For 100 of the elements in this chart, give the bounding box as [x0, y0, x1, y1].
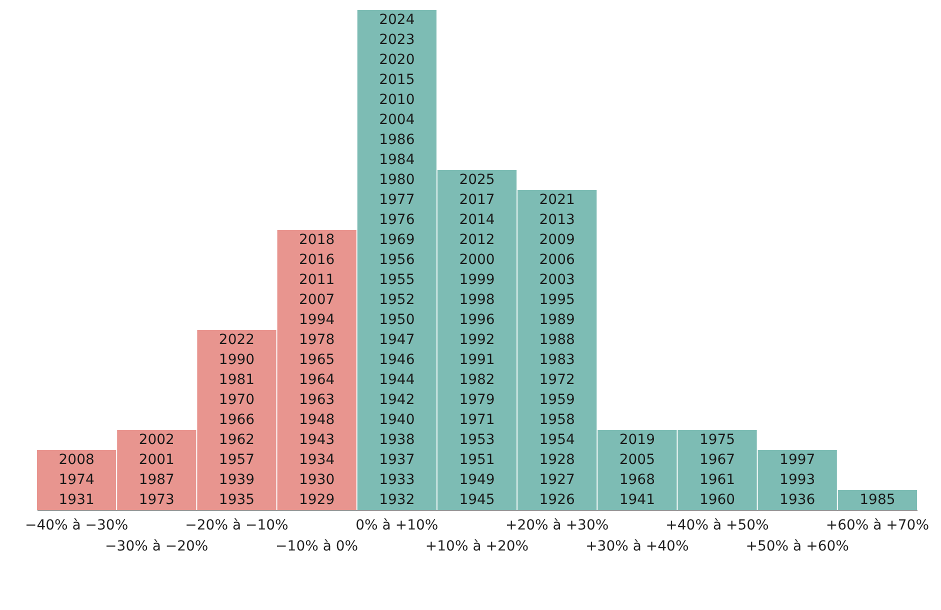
annotation: 1932 [379, 492, 415, 508]
annotation: 2022 [218, 332, 255, 348]
annotation: 1963 [299, 392, 335, 408]
annotation: 1997 [780, 452, 816, 468]
annotation: 2020 [379, 52, 415, 68]
annotation: 1940 [379, 412, 415, 428]
annotation: 1953 [459, 432, 495, 448]
annotation: 2016 [299, 252, 335, 268]
annotation: 1993 [780, 472, 816, 488]
annotation: 2017 [459, 192, 495, 208]
annotation: 1966 [218, 412, 255, 428]
annotation: 1952 [379, 292, 415, 308]
annotation: 2025 [459, 172, 495, 188]
x-tick-label: −10% à 0% [276, 538, 358, 554]
annotation: 1974 [58, 472, 94, 488]
annotation: 1958 [539, 412, 575, 428]
annotation: 1942 [379, 392, 415, 408]
annotation: 1973 [138, 492, 174, 508]
annotation: 1929 [299, 492, 335, 508]
annotation: 2019 [619, 432, 655, 448]
annotation: 1957 [218, 452, 255, 468]
x-tick-label: −40% à −30% [24, 518, 128, 534]
x-tick-label: +50% à +60% [746, 538, 849, 554]
annotation: 1956 [379, 252, 415, 268]
annotation: 2010 [379, 92, 415, 108]
annotation: 1964 [299, 372, 335, 388]
annotation: 1945 [459, 492, 495, 508]
annotation: 1990 [218, 352, 255, 368]
annotation: 1965 [299, 352, 335, 368]
annotation: 1988 [539, 332, 575, 348]
x-tick-label: +60% à +70% [826, 518, 930, 534]
annotation: 1983 [539, 352, 575, 368]
annotation: 2006 [539, 252, 575, 268]
annotation: 1935 [218, 492, 255, 508]
annotation: 1949 [459, 472, 495, 488]
annotation: 2008 [58, 452, 94, 468]
annotation: 1996 [459, 312, 495, 328]
x-tick-label: +10% à +20% [425, 538, 529, 554]
annotation: 1991 [459, 352, 495, 368]
annotation: 2013 [539, 212, 575, 228]
annotation: 2021 [539, 192, 575, 208]
annotation: 1969 [379, 232, 415, 248]
annotation: 1946 [379, 352, 415, 368]
annotation: 1928 [539, 452, 575, 468]
annotation: 1930 [299, 472, 335, 488]
annotation: 2024 [379, 12, 415, 28]
annotation: 1954 [539, 432, 575, 448]
annotation: 1936 [780, 492, 816, 508]
annotation: 1985 [860, 492, 896, 508]
annotation: 1955 [379, 272, 415, 288]
annotation: 1998 [459, 292, 495, 308]
annotation: 2011 [299, 272, 335, 288]
annotation: 1944 [379, 372, 415, 388]
annotation: 1980 [379, 172, 415, 188]
annotation: 2018 [299, 232, 335, 248]
annotation: 2001 [138, 452, 174, 468]
annotation: 2014 [459, 212, 495, 228]
annotation: 2002 [138, 432, 174, 448]
annotation: 1977 [379, 192, 415, 208]
annotation: 1941 [619, 492, 655, 508]
x-tick-label: +20% à +30% [505, 518, 609, 534]
x-tick-label: −20% à −10% [185, 518, 288, 534]
annotation: 1994 [299, 312, 335, 328]
annotation: 1961 [699, 472, 736, 488]
annotation: 1960 [699, 492, 736, 508]
annotation: 1947 [379, 332, 415, 348]
annotation: 1934 [299, 452, 335, 468]
annotation: 1979 [459, 392, 495, 408]
annotation: 1971 [459, 412, 495, 428]
annotation: 1948 [299, 412, 335, 428]
annotation: 2004 [379, 112, 415, 128]
annotation: 1938 [379, 432, 415, 448]
annotation: 2009 [539, 232, 575, 248]
annotation: 1926 [539, 492, 575, 508]
annotation: 1975 [699, 432, 736, 448]
annotation: 1939 [218, 472, 255, 488]
annotation: 1995 [539, 292, 575, 308]
x-tick-label: −30% à −20% [105, 538, 208, 554]
annotation: 2000 [459, 252, 495, 268]
annotation: 1984 [379, 152, 415, 168]
annotation: 2007 [299, 292, 335, 308]
annotation: 1959 [539, 392, 575, 408]
annotation: 1972 [539, 372, 575, 388]
annotation: 2005 [619, 452, 655, 468]
annotation: 1982 [459, 372, 495, 388]
annotation: 1976 [379, 212, 415, 228]
x-tick-label: +30% à +40% [586, 538, 689, 554]
annotation: 1950 [379, 312, 415, 328]
annotation: 1986 [379, 132, 415, 148]
annotation: 1951 [459, 452, 495, 468]
annotation: 1937 [379, 452, 415, 468]
annotation: 1992 [459, 332, 495, 348]
annotation: 1931 [58, 492, 94, 508]
annotation: 1967 [699, 452, 736, 468]
annotation: 1943 [299, 432, 335, 448]
annotation: 1987 [138, 472, 174, 488]
x-tick-label: 0% à +10% [356, 518, 438, 534]
annotation: 1962 [218, 432, 255, 448]
annotation: 1981 [218, 372, 255, 388]
annotation: 1927 [539, 472, 575, 488]
